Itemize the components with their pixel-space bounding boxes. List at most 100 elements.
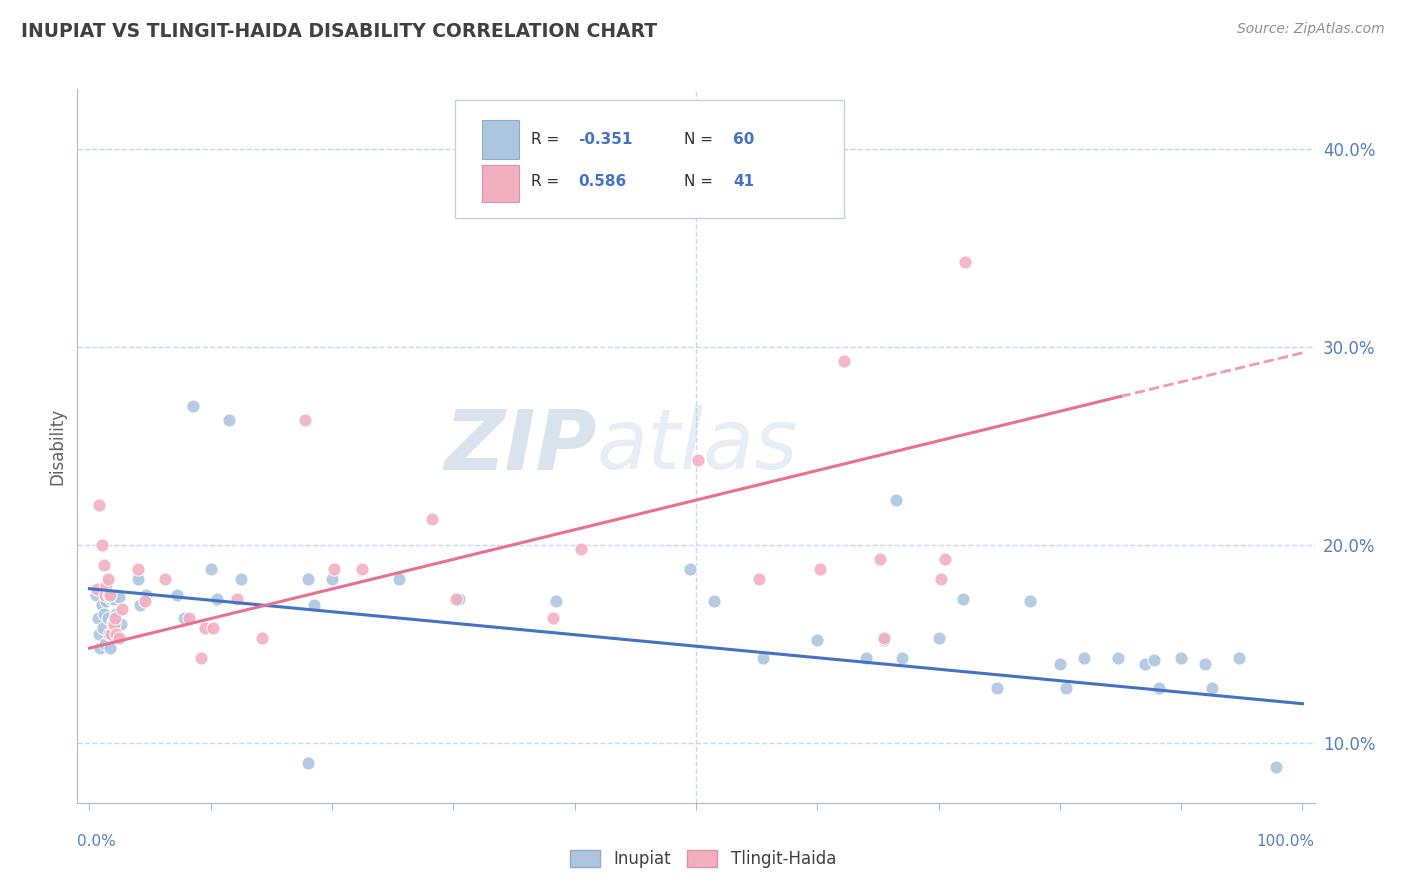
Point [1170, 651, 1192, 665]
Point [205, 591, 228, 606]
Point [986, 681, 1008, 695]
Point [129, 598, 152, 612]
Text: INUPIAT VS TLINGIT-HAIDA DISABILITY CORRELATION CHART: INUPIAT VS TLINGIT-HAIDA DISABILITY CORR… [21, 22, 657, 41]
Point [127, 562, 149, 576]
Point [200, 562, 222, 576]
FancyBboxPatch shape [482, 120, 519, 159]
Point [202, 621, 225, 635]
Point [101, 617, 124, 632]
Point [929, 572, 952, 586]
Point [94, 637, 117, 651]
Point [93, 558, 115, 572]
Point [891, 651, 914, 665]
Point [541, 611, 564, 625]
Y-axis label: Disability: Disability [48, 408, 66, 484]
Point [100, 627, 122, 641]
Point [89, 499, 111, 513]
Point [90, 598, 112, 612]
Point [1194, 657, 1216, 671]
Point [1143, 653, 1166, 667]
Point [352, 562, 374, 576]
Point [1049, 657, 1071, 671]
Text: R =: R = [531, 175, 565, 189]
Text: 41: 41 [733, 175, 754, 189]
Point [1107, 651, 1129, 665]
Point [1073, 651, 1095, 665]
Point [569, 542, 592, 557]
Point [229, 572, 252, 586]
Point [388, 572, 411, 586]
Point [181, 400, 204, 414]
Point [105, 607, 128, 622]
Text: R =: R = [531, 132, 565, 146]
Point [87, 611, 110, 625]
Point [104, 614, 127, 628]
Point [748, 572, 770, 586]
Point [884, 492, 907, 507]
Point [855, 651, 877, 665]
Text: -0.351: -0.351 [578, 132, 633, 146]
Point [546, 593, 568, 607]
Point [96, 578, 118, 592]
Point [100, 591, 122, 606]
Point [250, 632, 273, 646]
Point [111, 601, 134, 615]
Text: 60: 60 [733, 132, 755, 146]
Point [934, 552, 956, 566]
Point [166, 588, 188, 602]
Point [84, 588, 107, 602]
Text: Source: ZipAtlas.com: Source: ZipAtlas.com [1237, 22, 1385, 37]
Point [103, 591, 125, 606]
Text: N =: N = [683, 132, 717, 146]
Text: N =: N = [683, 175, 717, 189]
Point [751, 651, 773, 665]
Point [97, 588, 120, 602]
Point [127, 572, 149, 586]
Point [190, 651, 212, 665]
Point [679, 562, 702, 576]
FancyBboxPatch shape [454, 100, 845, 218]
Point [218, 413, 240, 427]
Point [703, 593, 725, 607]
Point [101, 615, 124, 630]
Point [420, 512, 443, 526]
Point [688, 453, 710, 467]
Point [103, 617, 125, 632]
Point [444, 591, 467, 606]
Point [873, 632, 896, 646]
Point [107, 632, 129, 646]
Point [89, 627, 111, 641]
Point [96, 593, 118, 607]
Point [97, 572, 120, 586]
Point [110, 617, 132, 632]
Point [297, 756, 319, 771]
Point [321, 572, 343, 586]
Point [194, 621, 217, 635]
Point [806, 633, 828, 648]
Point [928, 632, 950, 646]
Point [173, 611, 195, 625]
Point [107, 590, 129, 604]
Point [449, 591, 471, 606]
Point [297, 572, 319, 586]
Point [98, 641, 121, 656]
Point [832, 353, 855, 368]
Text: 0.0%: 0.0% [77, 834, 117, 849]
Point [1229, 651, 1251, 665]
Point [97, 627, 120, 641]
Point [94, 588, 117, 602]
Point [808, 562, 831, 576]
FancyBboxPatch shape [482, 165, 519, 202]
Point [90, 538, 112, 552]
Point [1264, 760, 1286, 774]
Point [302, 598, 325, 612]
Point [97, 611, 120, 625]
Point [1054, 681, 1077, 695]
Point [873, 633, 896, 648]
Point [955, 254, 977, 268]
Point [134, 593, 156, 607]
Text: 0.586: 0.586 [578, 175, 627, 189]
Point [1149, 681, 1171, 695]
Point [294, 413, 316, 427]
Point [1133, 657, 1156, 671]
